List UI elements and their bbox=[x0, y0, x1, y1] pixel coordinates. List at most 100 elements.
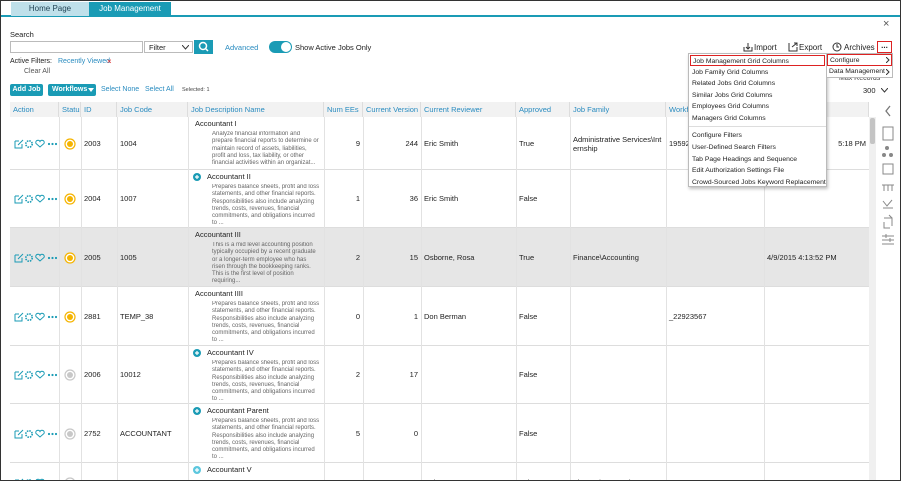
more-button[interactable]: ... bbox=[877, 41, 892, 53]
job-name[interactable]: Accountant IIII bbox=[195, 289, 243, 298]
table-row[interactable] bbox=[10, 463, 869, 480]
more-icon[interactable] bbox=[54, 256, 58, 259]
row-actions[interactable] bbox=[14, 312, 58, 322]
edit-icon[interactable] bbox=[14, 429, 24, 438]
column-header[interactable]: ID bbox=[81, 102, 117, 117]
more-icon[interactable] bbox=[47, 432, 51, 435]
more-icon[interactable] bbox=[51, 432, 54, 435]
expand-icon[interactable] bbox=[193, 407, 201, 415]
table-row[interactable] bbox=[10, 228, 869, 287]
job-name[interactable]: Accountant V bbox=[207, 465, 252, 474]
job-name[interactable]: Accountant III bbox=[195, 230, 241, 239]
expand-icon[interactable] bbox=[193, 466, 201, 474]
menu-item[interactable]: Job Family Grid Columns bbox=[692, 68, 769, 76]
max-records-value[interactable]: 300 bbox=[863, 86, 876, 95]
expand-icon[interactable] bbox=[193, 349, 201, 357]
more-icon[interactable] bbox=[51, 315, 54, 318]
menu-item[interactable]: Configure Filters bbox=[692, 132, 742, 139]
tab[interactable]: Home Page bbox=[11, 2, 89, 16]
job-name[interactable]: Accountant II bbox=[207, 172, 251, 181]
workflows-button[interactable]: Workflows bbox=[48, 84, 96, 96]
more-icon[interactable] bbox=[51, 373, 54, 377]
settings-icon[interactable] bbox=[25, 139, 34, 148]
row-actions[interactable] bbox=[14, 478, 58, 481]
row-actions[interactable] bbox=[14, 370, 58, 380]
job-name[interactable]: Accountant IV bbox=[207, 348, 254, 357]
remove-filter[interactable]: × bbox=[107, 57, 112, 66]
select-all[interactable]: Select All bbox=[145, 86, 174, 93]
table-row[interactable] bbox=[10, 346, 869, 404]
export-button[interactable]: Export bbox=[799, 43, 823, 52]
more-icon[interactable] bbox=[47, 197, 51, 201]
more-icon[interactable] bbox=[54, 373, 58, 377]
more-icon[interactable] bbox=[47, 142, 51, 145]
job-name[interactable]: Accountant Parent bbox=[207, 406, 269, 415]
favorite-icon[interactable] bbox=[35, 253, 45, 262]
toggle[interactable] bbox=[269, 41, 292, 53]
edit-icon[interactable] bbox=[14, 312, 24, 321]
edit-icon[interactable] bbox=[14, 253, 24, 262]
menu-item[interactable]: Managers Grid Columns bbox=[692, 114, 766, 122]
close-button[interactable]: × bbox=[883, 18, 890, 30]
menu-item[interactable]: User-Defined Search Filters bbox=[692, 143, 776, 151]
settings-icon[interactable] bbox=[25, 312, 34, 321]
menu-item[interactable]: Crowd-Sourced Jobs Keyword Replacement bbox=[692, 179, 826, 187]
menu-item[interactable]: Job Management Grid Columns bbox=[690, 55, 825, 66]
row-actions[interactable] bbox=[14, 194, 58, 204]
submenu-item[interactable]: Configure bbox=[827, 54, 892, 66]
column-header[interactable]: Status bbox=[59, 102, 81, 117]
column-header[interactable]: Job Family bbox=[570, 102, 666, 117]
tab-active[interactable]: Job Management bbox=[89, 2, 171, 16]
column-header[interactable]: Num EEs bbox=[324, 102, 363, 117]
edit-icon[interactable] bbox=[14, 139, 24, 148]
column-header[interactable]: Action bbox=[10, 102, 59, 117]
more-icon[interactable] bbox=[47, 256, 51, 259]
table-row[interactable] bbox=[10, 404, 869, 463]
favorite-icon[interactable] bbox=[35, 312, 45, 321]
edit-icon[interactable] bbox=[14, 370, 24, 380]
menu-item[interactable]: Edit Authorization Settings File bbox=[692, 167, 785, 175]
search-button[interactable] bbox=[194, 40, 213, 54]
more-icon[interactable] bbox=[54, 432, 58, 435]
more-icon[interactable] bbox=[54, 197, 58, 201]
more-icon[interactable] bbox=[54, 315, 58, 318]
scrollbar-thumb[interactable] bbox=[870, 118, 875, 144]
settings-icon[interactable] bbox=[25, 429, 34, 438]
settings-icon[interactable] bbox=[25, 253, 34, 262]
column-header[interactable]: Current Reviewer bbox=[421, 102, 516, 117]
column-header[interactable]: Job Description Name bbox=[188, 102, 324, 117]
settings-icon[interactable] bbox=[25, 370, 34, 380]
favorite-icon[interactable] bbox=[35, 194, 45, 203]
import-button[interactable]: Import bbox=[754, 43, 777, 52]
archives-button[interactable]: Archives bbox=[844, 43, 875, 52]
more-icon[interactable] bbox=[47, 373, 51, 377]
search-input[interactable] bbox=[10, 41, 143, 53]
advanced-link[interactable]: Advanced bbox=[225, 43, 259, 52]
row-actions[interactable] bbox=[14, 253, 58, 263]
row-actions[interactable] bbox=[14, 139, 58, 149]
submenu-item[interactable]: Data Management bbox=[829, 68, 885, 75]
expand-icon[interactable] bbox=[193, 173, 201, 181]
more-icon[interactable] bbox=[51, 142, 54, 145]
menu-item[interactable]: Related Jobs Grid Columns bbox=[692, 80, 776, 87]
row-actions[interactable] bbox=[14, 429, 58, 439]
more-icon[interactable] bbox=[51, 256, 54, 259]
settings-icon[interactable] bbox=[25, 194, 34, 204]
column-header[interactable]: Approved bbox=[516, 102, 570, 117]
favorite-icon[interactable] bbox=[35, 429, 45, 438]
menu-item[interactable]: Tab Page Headings and Sequence bbox=[692, 155, 798, 163]
column-header[interactable]: Current Version bbox=[363, 102, 421, 117]
edit-icon[interactable] bbox=[14, 194, 24, 204]
job-name[interactable]: Accountant I bbox=[195, 119, 237, 128]
select-none[interactable]: Select None bbox=[101, 86, 140, 93]
clear-all[interactable]: Clear All bbox=[24, 68, 51, 75]
more-icon[interactable] bbox=[51, 197, 54, 201]
edit-icon[interactable] bbox=[14, 478, 24, 481]
more-icon[interactable] bbox=[47, 315, 51, 318]
menu-item[interactable]: Similar Jobs Grid Columns bbox=[692, 91, 773, 99]
add-job-button[interactable]: Add Job bbox=[10, 84, 43, 96]
favorite-icon[interactable] bbox=[35, 139, 45, 148]
table-row[interactable] bbox=[10, 287, 869, 346]
favorite-icon[interactable] bbox=[35, 370, 45, 379]
active-filter[interactable]: Recently Viewed bbox=[58, 58, 111, 65]
